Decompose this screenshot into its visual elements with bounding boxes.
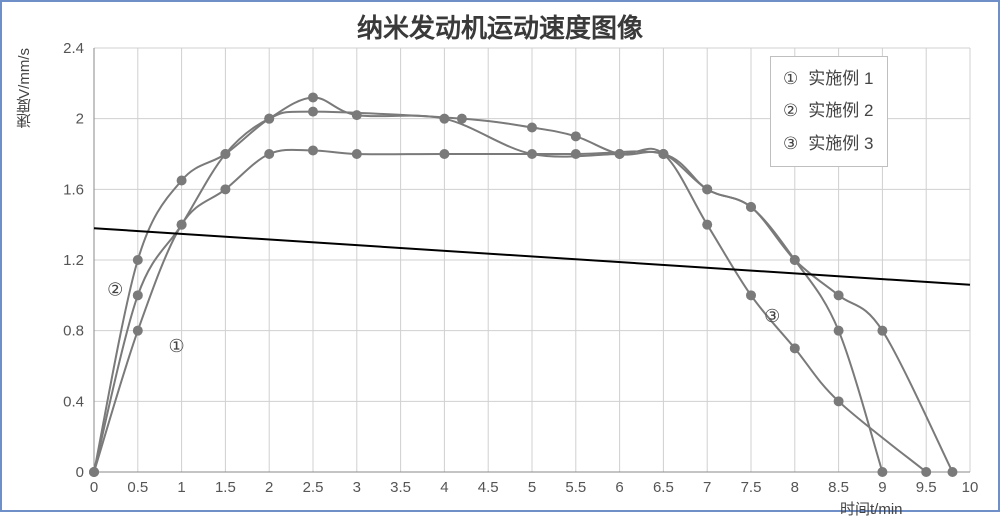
series-marker-3 <box>571 131 581 141</box>
legend-item-3: ③ 实施例 3 <box>783 128 873 160</box>
x-tick-label: 3.5 <box>390 479 411 496</box>
series-marker-3 <box>264 114 274 124</box>
x-tick-label: 10 <box>962 479 979 496</box>
series-marker-2 <box>702 220 712 230</box>
series-marker-3 <box>746 202 756 212</box>
series-marker-2 <box>133 255 143 265</box>
y-tick-label: 0.4 <box>63 393 84 410</box>
y-tick-label: 2.4 <box>63 42 84 57</box>
series-marker-2 <box>352 110 362 120</box>
series-marker-1 <box>264 149 274 159</box>
series-marker-2 <box>790 343 800 353</box>
legend-marker: ① <box>783 63 798 95</box>
y-tick-label: 0.8 <box>63 323 84 340</box>
y-tick-label: 1.6 <box>63 181 84 198</box>
series-marker-2 <box>527 149 537 159</box>
y-axis-label: 速度V/mm/s <box>14 48 35 129</box>
x-tick-label: 2.5 <box>303 479 324 496</box>
x-tick-label: 5.5 <box>565 479 586 496</box>
legend-label: 实施例 2 <box>808 101 873 120</box>
x-tick-label: 9 <box>878 479 886 496</box>
series-marker-1 <box>308 145 318 155</box>
series-marker-2 <box>921 467 931 477</box>
x-axis-label: 时间t/min <box>840 498 903 519</box>
series-marker-1 <box>352 149 362 159</box>
x-tick-label: 1.5 <box>215 479 236 496</box>
x-tick-label: 0 <box>90 479 98 496</box>
series-marker-3 <box>790 255 800 265</box>
y-tick-label: 1.2 <box>63 252 84 269</box>
x-tick-label: 9.5 <box>916 479 937 496</box>
series-marker-1 <box>877 467 887 477</box>
legend-item-2: ② 实施例 2 <box>783 95 873 127</box>
series-marker-3 <box>877 326 887 336</box>
legend-item-1: ① 实施例 1 <box>783 63 873 95</box>
x-tick-label: 6.5 <box>653 479 674 496</box>
series-marker-2 <box>308 92 318 102</box>
series-marker-2 <box>177 176 187 186</box>
series-marker-3 <box>177 220 187 230</box>
legend: ① 实施例 1 ② 实施例 2 ③ 实施例 3 <box>770 56 888 167</box>
series-marker-3 <box>702 184 712 194</box>
series-marker-1 <box>220 184 230 194</box>
legend-marker: ③ <box>783 128 798 160</box>
plot-area: 0 0.5 1 1.5 2 2.5 3 3.5 4 4.5 5 5.5 6 6.5 7 7.5 8 8.5 9 9.5… <box>2 42 998 510</box>
series-marker-3 <box>947 467 957 477</box>
x-tick-label: 2 <box>265 479 273 496</box>
series-marker-3 <box>658 149 668 159</box>
x-tick-label: 0.5 <box>127 479 148 496</box>
series-marker-3 <box>527 123 537 133</box>
x-tick-label: 5 <box>528 479 536 496</box>
legend-label: 实施例 3 <box>808 134 873 153</box>
series-marker-3 <box>133 290 143 300</box>
x-tick-label: 8.5 <box>828 479 849 496</box>
y-tick-label: 2 <box>76 111 84 128</box>
series-marker-2 <box>834 396 844 406</box>
x-tick-label: 4 <box>440 479 448 496</box>
chart-title: 纳米发动机运动速度图像 <box>2 2 998 45</box>
series-marker-3 <box>457 114 467 124</box>
series-marker-3 <box>308 107 318 117</box>
series-marker-1 <box>439 149 449 159</box>
annotation-1: ② <box>107 279 123 299</box>
series-marker-3 <box>615 149 625 159</box>
annotation-3: ③ <box>764 306 780 326</box>
annotation-2: ① <box>168 336 184 356</box>
series-marker-3 <box>834 290 844 300</box>
x-tick-label: 3 <box>353 479 361 496</box>
series-marker-1 <box>133 326 143 336</box>
x-tick-label: 8 <box>791 479 799 496</box>
x-tick-label: 1 <box>177 479 185 496</box>
y-tick-label: 0 <box>76 464 84 481</box>
x-tick-label: 7 <box>703 479 711 496</box>
x-tick-label: 7.5 <box>741 479 762 496</box>
x-tick-label: 4.5 <box>478 479 499 496</box>
chart-container: 纳米发动机运动速度图像 0 0.5 1 1.5 2 2.5 3 3.5 4 4.5 5 5.5 6 6.5… <box>0 0 1000 512</box>
legend-label: 实施例 1 <box>808 69 873 88</box>
series-marker-2 <box>746 290 756 300</box>
series-marker-1 <box>571 149 581 159</box>
series-marker-3 <box>220 149 230 159</box>
series-marker-1 <box>834 326 844 336</box>
legend-marker: ② <box>783 95 798 127</box>
series-marker-3 <box>89 467 99 477</box>
x-tick-label: 6 <box>615 479 623 496</box>
